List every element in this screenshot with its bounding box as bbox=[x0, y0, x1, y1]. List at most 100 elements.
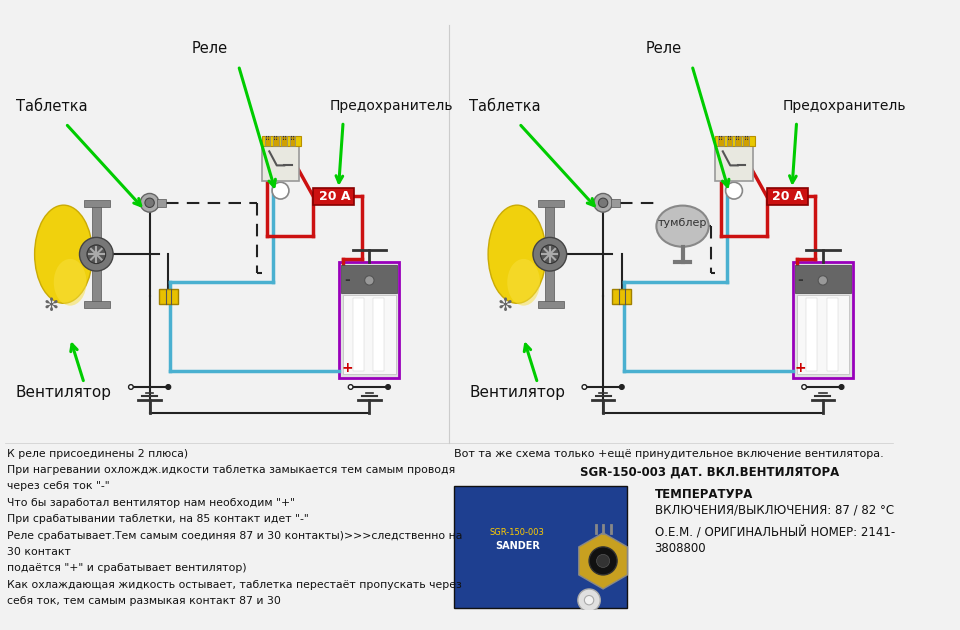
Circle shape bbox=[533, 238, 566, 271]
Bar bbox=[612, 289, 631, 304]
Text: +: + bbox=[795, 361, 806, 375]
Bar bbox=[793, 261, 852, 377]
Text: К реле присоединены 2 плюса): К реле присоединены 2 плюса) bbox=[8, 449, 188, 459]
Circle shape bbox=[540, 245, 559, 263]
Text: Реле: Реле bbox=[192, 41, 228, 56]
Bar bbox=[84, 301, 110, 309]
Circle shape bbox=[596, 554, 610, 568]
Ellipse shape bbox=[657, 205, 708, 247]
Text: ⠿: ⠿ bbox=[727, 136, 732, 142]
Bar bbox=[352, 298, 364, 371]
Text: О.Е.М. / ОРИГИНАЛЬНЫЙ НОМЕР: 2141-: О.Е.М. / ОРИГИНАЛЬНЫЙ НОМЕР: 2141- bbox=[655, 526, 895, 539]
Text: ⠿: ⠿ bbox=[290, 136, 296, 142]
Circle shape bbox=[802, 385, 806, 389]
Text: 30 контакт: 30 контакт bbox=[8, 547, 71, 557]
Text: ВКЛЮЧЕНИЯ/ВЫКЛЮЧЕНИЯ: 87 / 82 °C: ВКЛЮЧЕНИЯ/ВЫКЛЮЧЕНИЯ: 87 / 82 °C bbox=[655, 504, 894, 517]
Text: Реле срабатывает.Тем самым соединяя 87 и 30 контакты)>>>следственно на: Реле срабатывает.Тем самым соединяя 87 и… bbox=[8, 530, 463, 541]
Bar bbox=[727, 137, 732, 146]
Bar bbox=[313, 188, 354, 205]
Text: Вентилятор: Вентилятор bbox=[469, 386, 565, 400]
Bar bbox=[715, 146, 753, 181]
Text: ⠿: ⠿ bbox=[735, 136, 740, 142]
Text: через себя ток "-": через себя ток "-" bbox=[8, 481, 110, 491]
Bar bbox=[84, 200, 110, 207]
Text: Как охлаждающая жидкость остывает, таблетка перестаёт пропускать через: Как охлаждающая жидкость остывает, табле… bbox=[8, 580, 462, 590]
Circle shape bbox=[582, 385, 587, 389]
Text: +: + bbox=[341, 361, 352, 375]
Bar bbox=[454, 486, 628, 608]
Text: При срабатывании таблетки, на 85 контакт идет "-": При срабатывании таблетки, на 85 контакт… bbox=[8, 514, 309, 524]
Text: Предохранитель: Предохранитель bbox=[782, 100, 906, 113]
Bar bbox=[265, 137, 270, 146]
Bar bbox=[343, 295, 396, 374]
Circle shape bbox=[272, 182, 289, 199]
Bar bbox=[273, 137, 278, 146]
Bar bbox=[715, 137, 755, 146]
Bar bbox=[735, 137, 740, 146]
Text: себя ток, тем самым размыкая контакт 87 и 30: себя ток, тем самым размыкая контакт 87 … bbox=[8, 596, 281, 606]
Bar bbox=[159, 289, 178, 304]
Circle shape bbox=[87, 245, 106, 263]
Text: SANDER: SANDER bbox=[495, 541, 540, 551]
Bar bbox=[342, 265, 397, 294]
Circle shape bbox=[365, 276, 374, 285]
Bar bbox=[743, 137, 749, 146]
Text: Реле: Реле bbox=[645, 41, 682, 56]
Circle shape bbox=[80, 238, 113, 271]
Bar bbox=[281, 137, 287, 146]
Text: Вот та же схема только +ещё принудительное включение вентилятора.: Вот та же схема только +ещё принудительн… bbox=[454, 449, 884, 459]
Text: Таблетка: Таблетка bbox=[469, 99, 541, 114]
Circle shape bbox=[619, 385, 624, 389]
Circle shape bbox=[839, 385, 844, 389]
Bar bbox=[718, 137, 724, 146]
Text: Вентилятор: Вентилятор bbox=[16, 386, 112, 400]
Circle shape bbox=[726, 182, 742, 199]
Bar bbox=[91, 203, 101, 306]
Bar bbox=[827, 298, 838, 371]
Text: SGR-150-003: SGR-150-003 bbox=[489, 528, 544, 537]
Text: тумблер: тумблер bbox=[658, 219, 708, 228]
Bar bbox=[538, 200, 564, 207]
Circle shape bbox=[598, 198, 608, 207]
Text: -: - bbox=[798, 273, 804, 287]
Bar bbox=[797, 295, 849, 374]
Text: ✻: ✻ bbox=[497, 297, 513, 314]
Text: Что бы заработал вентилятор нам необходим "+": Что бы заработал вентилятор нам необходи… bbox=[8, 498, 296, 508]
Bar bbox=[262, 146, 300, 181]
Text: ✻: ✻ bbox=[44, 297, 59, 314]
Ellipse shape bbox=[35, 205, 92, 303]
Bar bbox=[767, 188, 808, 205]
Text: 20 А: 20 А bbox=[773, 190, 804, 203]
Text: Предохранитель: Предохранитель bbox=[329, 100, 452, 113]
Ellipse shape bbox=[507, 259, 540, 306]
Text: 3808800: 3808800 bbox=[655, 542, 707, 555]
Text: ⠿: ⠿ bbox=[744, 136, 749, 142]
Text: Таблетка: Таблетка bbox=[16, 99, 87, 114]
Text: ⠿: ⠿ bbox=[281, 136, 287, 142]
Bar bbox=[538, 301, 564, 309]
Text: SGR-150-003 ДАТ. ВКЛ.ВЕНТИЛЯТОРА: SGR-150-003 ДАТ. ВКЛ.ВЕНТИЛЯТОРА bbox=[580, 466, 839, 479]
Bar bbox=[545, 203, 555, 306]
Circle shape bbox=[145, 198, 155, 207]
Circle shape bbox=[348, 385, 353, 389]
Text: ⠿: ⠿ bbox=[265, 136, 270, 142]
Text: При нагревании охлождж.идкости таблетка замыкается тем самым проводя: При нагревании охлождж.идкости таблетка … bbox=[8, 465, 456, 475]
Text: 20 А: 20 А bbox=[319, 190, 350, 203]
Bar bbox=[611, 199, 620, 207]
Bar bbox=[795, 265, 851, 294]
Bar bbox=[340, 261, 399, 377]
Circle shape bbox=[593, 193, 612, 212]
Text: -: - bbox=[344, 273, 349, 287]
Circle shape bbox=[578, 589, 600, 611]
Circle shape bbox=[129, 385, 133, 389]
Bar bbox=[290, 137, 296, 146]
Ellipse shape bbox=[488, 205, 546, 303]
Text: подаётся "+" и срабатывает вентилятор): подаётся "+" и срабатывает вентилятор) bbox=[8, 563, 247, 573]
Circle shape bbox=[818, 276, 828, 285]
Bar bbox=[262, 137, 301, 146]
Bar bbox=[806, 298, 817, 371]
Text: ⠿: ⠿ bbox=[718, 136, 724, 142]
Bar bbox=[157, 199, 166, 207]
Ellipse shape bbox=[54, 259, 86, 306]
Circle shape bbox=[140, 193, 159, 212]
